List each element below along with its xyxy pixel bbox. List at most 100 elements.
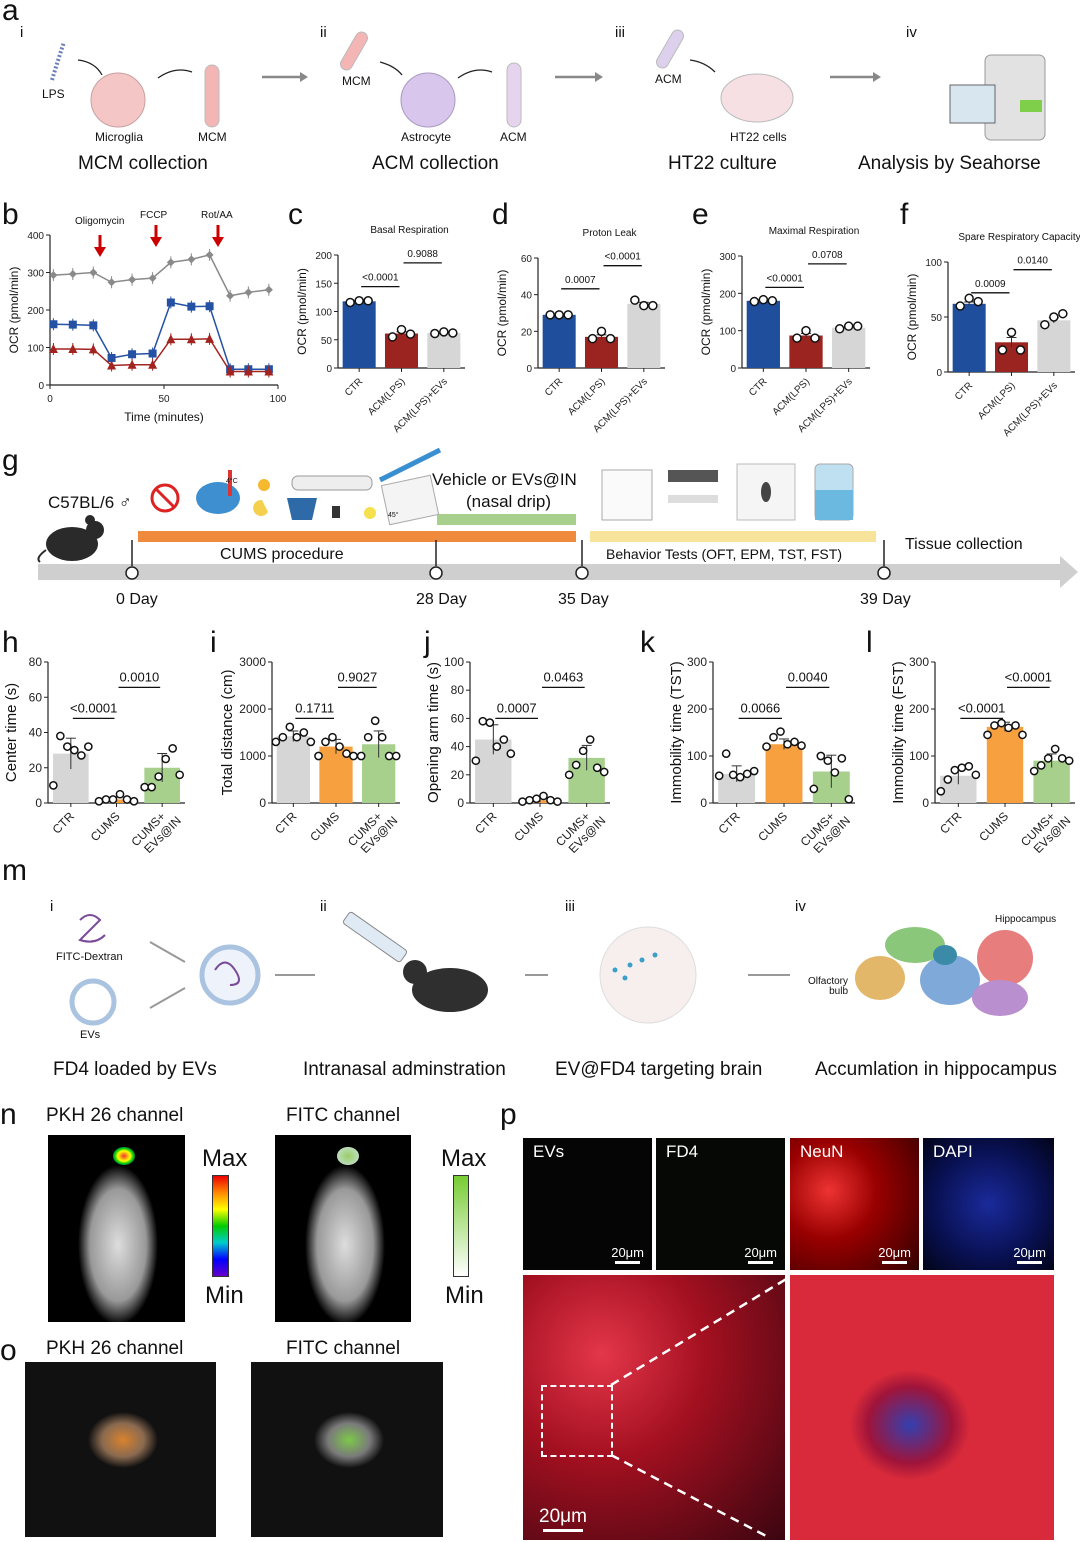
colorbar-min-1: Min xyxy=(205,1282,244,1309)
chart-title: Spare Respiratory Capacity xyxy=(958,232,1080,243)
y-tick-label: 1000 xyxy=(239,749,266,763)
y-axis-label: OCR (pmol/min) xyxy=(7,267,21,354)
day-35: 35 Day xyxy=(558,591,609,608)
y-tick-label: 0 xyxy=(700,796,707,810)
data-point xyxy=(48,344,58,353)
treatment-bar xyxy=(437,514,576,525)
data-point xyxy=(545,310,555,320)
y-tick-label: 150 xyxy=(315,279,332,290)
label-acm: ACM xyxy=(500,130,527,144)
label-acm-input: ACM xyxy=(655,72,682,86)
y-tick-label: 0 xyxy=(936,368,942,379)
data-point xyxy=(983,730,992,740)
x-tick-label-line: ACM(LPS) xyxy=(366,376,408,418)
p-value-label: <0.0001 xyxy=(70,700,117,715)
brain-zoom-icon xyxy=(599,926,697,1024)
data-point xyxy=(76,751,86,760)
rainbow-colorbar xyxy=(212,1175,229,1277)
x-tick-label-line: CUMS xyxy=(976,809,1011,844)
annotation-fccp: FCCP xyxy=(140,210,168,221)
scale-bar: 20μm xyxy=(611,1245,644,1264)
p-value-label: 0.0463 xyxy=(543,669,583,684)
x-tick-label: CTR xyxy=(343,376,365,398)
x-tick-label-line: CTR xyxy=(747,376,769,398)
m-step-i: i xyxy=(50,898,54,915)
data-point xyxy=(742,769,752,779)
p-value-label: 0.0009 xyxy=(975,279,1006,290)
data-point xyxy=(797,741,806,751)
x-tick-label: CTR xyxy=(953,380,975,402)
data-point xyxy=(564,770,574,780)
panel-label-k: k xyxy=(640,626,655,659)
step-i: i xyxy=(20,24,24,41)
acm-tube-small-icon xyxy=(656,29,684,69)
panel-label-p: p xyxy=(500,1098,517,1131)
y-tick-label: 100 xyxy=(687,749,707,763)
data-point xyxy=(49,271,58,280)
data-point xyxy=(592,763,602,773)
data-point xyxy=(1015,345,1026,355)
data-point xyxy=(154,772,164,781)
panel-label-g: g xyxy=(2,444,19,477)
y-tick-label: 0 xyxy=(326,364,332,375)
data-point xyxy=(485,718,495,727)
tile-evs: EVs 20μm xyxy=(523,1138,652,1270)
x-tick-label: CTR xyxy=(937,809,965,837)
data-point xyxy=(762,742,771,751)
x-tick-label-line: ACM(LPS) xyxy=(771,376,813,418)
o-fitc-title: FITC channel xyxy=(286,1338,401,1359)
data-point xyxy=(292,732,302,742)
data-point xyxy=(363,732,373,742)
tile-label-evs: EVs xyxy=(533,1142,565,1161)
p-value-label: 0.9027 xyxy=(337,669,377,684)
chart-c: 0 50 100 150 200 OCR (pmol/min) Basal Respirat… xyxy=(295,225,465,435)
x-tick-label: CUMS+EVs@IN xyxy=(1018,804,1073,859)
syringe-icon xyxy=(342,911,408,963)
data-point xyxy=(776,727,785,736)
ev-icon xyxy=(69,978,117,1026)
day-0: 0 Day xyxy=(116,591,158,608)
behavior-test-icons xyxy=(601,463,854,521)
label-hippocampus: Hippocampus xyxy=(995,914,1057,925)
data-point xyxy=(299,728,309,737)
timeline-arrowhead xyxy=(1060,556,1078,588)
data-point xyxy=(405,329,416,339)
data-point xyxy=(166,258,175,267)
y-axis-label: OCR (pmol/min) xyxy=(699,269,713,356)
bar-CTR xyxy=(342,301,376,368)
n-fitc-title: FITC channel xyxy=(286,1105,401,1126)
data-point xyxy=(396,324,407,335)
panel-label-h: h xyxy=(2,626,19,659)
data-point xyxy=(721,749,731,759)
data-point xyxy=(605,333,616,344)
y-tick-label: 3000 xyxy=(239,655,266,669)
data-point xyxy=(997,345,1008,355)
x-tick-label-line: CTR xyxy=(272,809,300,837)
data-point xyxy=(1049,312,1059,322)
data-point xyxy=(492,742,502,751)
data-point xyxy=(225,366,235,376)
data-point xyxy=(964,293,974,304)
y-tick-label: 300 xyxy=(719,252,736,263)
data-point xyxy=(599,767,609,777)
x-tick-label-line: CTR xyxy=(953,380,975,402)
chart-title: Maximal Respiration xyxy=(769,226,860,237)
data-point xyxy=(499,735,509,744)
data-point xyxy=(809,784,819,794)
data-point xyxy=(1036,761,1046,770)
data-point xyxy=(271,737,281,747)
data-point xyxy=(391,751,401,761)
x-tick-label: CUMS+EVs@IN xyxy=(798,804,853,859)
x-tick-label: CTR xyxy=(50,809,78,837)
strain-label: C57BL/6 ♂ xyxy=(48,493,132,512)
y-tick-label: 100 xyxy=(925,258,942,269)
y-tick-label: 0 xyxy=(35,796,42,810)
y-tick-label: 0 xyxy=(259,796,266,810)
caption-acm: ACM collection xyxy=(372,153,499,174)
data-point xyxy=(587,333,598,344)
chart-h: 0 20 40 60 80 Center time (s) CTR CUMS CUMS+EVs@… xyxy=(3,655,185,856)
step-iv: iv xyxy=(906,24,917,41)
data-point xyxy=(810,333,820,343)
data-point xyxy=(108,795,118,804)
bar-ACM(LPS)+EVs xyxy=(427,332,461,368)
